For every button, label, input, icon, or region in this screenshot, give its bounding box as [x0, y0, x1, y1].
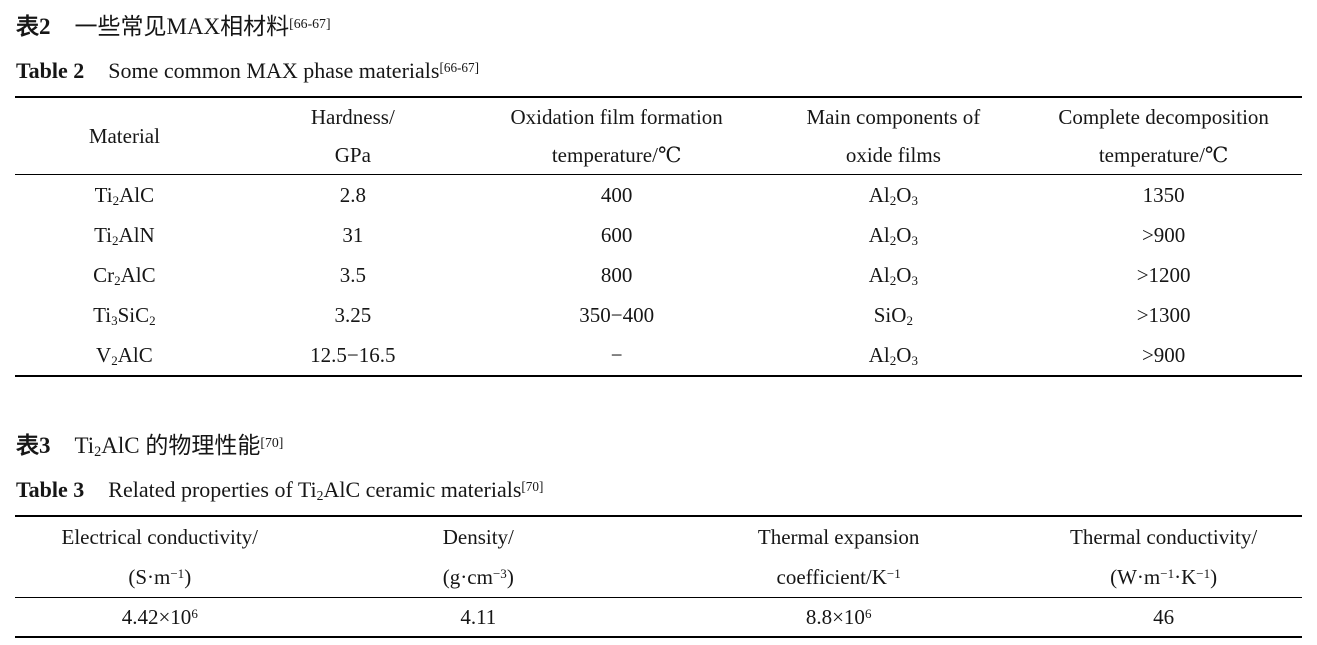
table2-caption-zh-text: 一些常见MAX相材料 [74, 14, 290, 39]
cell-material: Ti3SiC2 [93, 303, 156, 328]
table3-header-thermal-conductivity: Thermal conductivity/ (W·m−1·K−1) [1025, 516, 1302, 598]
cell-hardness: 2.8 [339, 183, 366, 207]
table3-header-density: Density/ (g·cm−3) [304, 516, 653, 598]
cell-oxidation-temp: 350−400 [579, 303, 655, 327]
cell-material: V2AlC [96, 343, 153, 368]
cell-material: Ti2AlC [94, 183, 155, 208]
table2-caption-en-text: Some common MAX phase materials [108, 58, 440, 83]
table2-header-row: Material Hardness/ GPa Oxidation film fo… [15, 97, 1302, 175]
cell-decomposition-temp: >900 [1141, 343, 1186, 367]
cell-hardness: 3.5 [339, 263, 366, 287]
table3-section: 表3 Ti2AlC 的物理性能[70] Table 3 Related proper… [15, 431, 1302, 638]
table-row: Ti2AlC 2.8 400 Al2O3 1350 [15, 175, 1302, 216]
table3-caption-zh-ref: [70] [260, 434, 284, 450]
table2-caption-zh: 表2 一些常见MAX相材料[66-67] [16, 12, 1302, 42]
cell-decomposition-temp: >1300 [1136, 303, 1191, 327]
table3-caption-zh: 表3 Ti2AlC 的物理性能[70] [16, 431, 1302, 461]
table2-header-oxide-components: Main components of oxide films [761, 97, 1026, 175]
header-line: Density/ [442, 525, 514, 549]
table-row: V2AlC 12.5−16.5 − Al2O3 >900 [15, 335, 1302, 376]
cell-oxide-components: SiO2 [873, 303, 913, 328]
table3-header-row: Electrical conductivity/ (S·m−1) Density… [15, 516, 1302, 598]
table3-caption-en-ref: [70] [521, 479, 544, 495]
header-line: Thermal conductivity/ [1070, 525, 1258, 549]
header-line: GPa [334, 143, 371, 167]
table2-section: 表2 一些常见MAX相材料[66-67] Table 2 Some common M… [15, 12, 1302, 377]
table2-caption-en-ref: [66-67] [439, 60, 480, 76]
table2-caption-zh-label: 表2 [16, 14, 51, 39]
cell-oxide-components: Al2O3 [868, 223, 918, 248]
header-line: Oxidation film formation [510, 105, 723, 129]
cell-hardness: 3.25 [334, 303, 372, 327]
table2-header-hardness: Hardness/ GPa [233, 97, 472, 175]
header-line: Electrical conductivity/ [61, 525, 259, 549]
table3-header-thermal-expansion: Thermal expansion coefficient/K−1 [652, 516, 1026, 598]
cell-oxidation-temp: 600 [600, 223, 633, 247]
table3-caption-en-text: Related properties of Ti2AlC ceramic mat… [108, 477, 522, 503]
table-row: Cr2AlC 3.5 800 Al2O3 >1200 [15, 255, 1302, 295]
cell-electrical-conductivity: 4.42×106 [121, 605, 198, 629]
cell-oxide-components: Al2O3 [868, 183, 918, 208]
header-line: Thermal expansion [757, 525, 920, 549]
table2-header-decomposition-temp: Complete decomposition temperature/℃ [1025, 97, 1302, 175]
cell-oxidation-temp: 400 [600, 183, 633, 207]
cell-oxidation-temp: 800 [600, 263, 633, 287]
header-line: Material [88, 124, 160, 148]
table3-header-electrical-conductivity: Electrical conductivity/ (S·m−1) [15, 516, 305, 598]
cell-density: 4.11 [460, 605, 497, 629]
header-line: Main components of [806, 105, 981, 129]
cell-thermal-conductivity: 46 [1153, 605, 1175, 629]
table3-caption-zh-text: Ti2AlC 的物理性能 [74, 433, 261, 461]
cell-oxidation-temp: − [610, 343, 623, 367]
ti2alc-properties-table: Electrical conductivity/ (S·m−1) Density… [15, 515, 1302, 638]
table2-caption-zh-ref: [66-67] [289, 15, 331, 31]
header-line: Hardness/ [310, 105, 395, 129]
cell-material: Cr2AlC [93, 263, 156, 288]
table3-caption-zh-label: 表3 [16, 433, 51, 458]
cell-decomposition-temp: >1200 [1136, 263, 1191, 287]
table3-caption-en: Table 3 Related properties of Ti2AlC cera… [16, 475, 1302, 505]
table-row: Ti2AlN 31 600 Al2O3 >900 [15, 215, 1302, 255]
cell-decomposition-temp: >900 [1141, 223, 1186, 247]
header-line: (W·m−1·K−1) [1110, 565, 1218, 589]
table2-header-material: Material [15, 97, 234, 175]
header-line: oxide films [845, 143, 941, 167]
header-line: temperature/℃ [551, 143, 682, 167]
cell-oxide-components: Al2O3 [868, 343, 918, 368]
header-line: temperature/℃ [1098, 143, 1229, 167]
cell-hardness: 31 [342, 223, 364, 247]
cell-thermal-expansion: 8.8×106 [805, 605, 872, 629]
table-row: 4.42×106 4.11 8.8×106 46 [15, 598, 1302, 638]
header-line: coefficient/K−1 [776, 565, 901, 589]
cell-material: Ti2AlN [94, 223, 155, 248]
cell-oxide-components: Al2O3 [868, 263, 918, 288]
table3-caption-en-label: Table 3 [16, 477, 85, 502]
cell-decomposition-temp: 1350 [1142, 183, 1185, 207]
header-line: (S·m−1) [128, 565, 192, 589]
header-line: Complete decomposition [1058, 105, 1269, 129]
cell-hardness: 12.5−16.5 [310, 343, 396, 367]
table-row: Ti3SiC2 3.25 350−400 SiO2 >1300 [15, 295, 1302, 335]
table2-caption-en-label: Table 2 [16, 58, 85, 83]
table2-caption-en: Table 2 Some common MAX phase materials[6… [16, 56, 1302, 86]
table2-header-oxidation-temp: Oxidation film formation temperature/℃ [471, 97, 762, 175]
max-phase-materials-table: Material Hardness/ GPa Oxidation film fo… [15, 96, 1302, 377]
header-line: (g·cm−3) [442, 565, 514, 589]
